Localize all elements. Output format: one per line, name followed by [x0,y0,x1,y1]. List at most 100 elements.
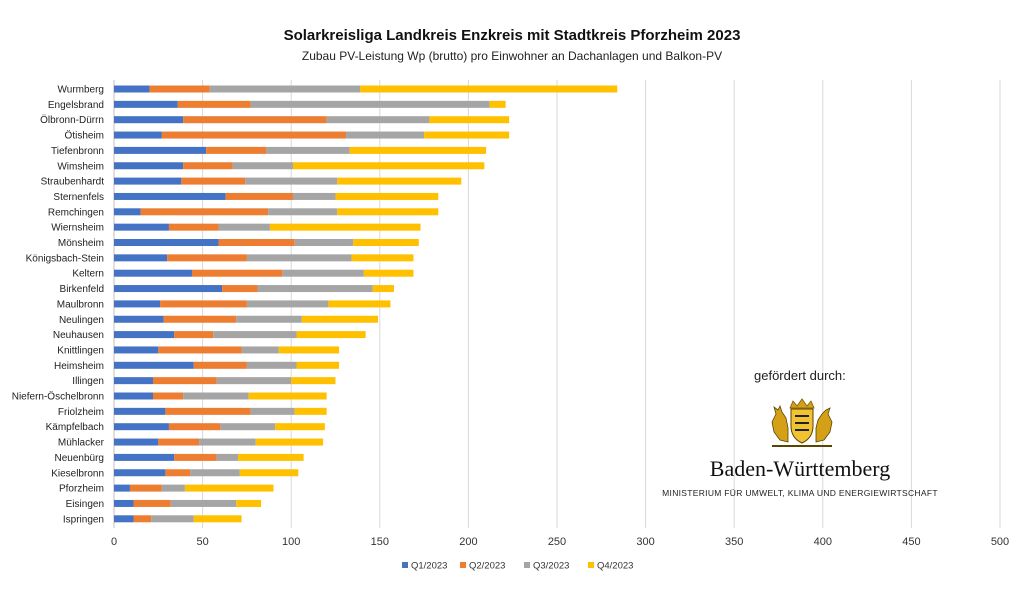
bar-segment [151,515,194,523]
bar-segment [168,423,221,431]
category-label: Birkenfeld [60,284,104,295]
bar-segment [152,377,217,385]
bar-segment [129,484,162,492]
legend-label: Q3/2023 [533,561,569,572]
category-label: Mühlacker [58,438,105,449]
bar-segment [161,131,347,139]
x-tick-label: 100 [282,536,300,548]
bar-segment [269,223,421,231]
bar-segment [248,392,327,400]
bar-segment [114,131,162,139]
x-tick-label: 450 [902,536,920,548]
legend-label: Q2/2023 [469,561,505,572]
legend-label: Q4/2023 [597,561,633,572]
bar-segment [424,131,510,139]
category-label: Ispringen [63,514,104,525]
bar-segment [168,223,219,231]
bar-segment [133,499,171,507]
bar-segment [165,469,191,477]
bar-segment [114,162,184,170]
bar-segment [291,377,336,385]
bar-segment [114,177,182,185]
bar-segment [222,285,258,293]
bar-segment [114,331,175,339]
bar-segment [337,177,462,185]
category-label: Pforzheim [59,484,104,495]
bar-segment [114,85,150,93]
bar-segment [184,484,274,492]
bar-segment [429,116,510,124]
bar-segment [167,254,247,262]
bar-segment [257,285,373,293]
bar-segment [349,146,487,154]
category-label: Remchingen [48,207,104,218]
category-label: Neuhausen [53,330,104,341]
bar-segment [114,269,192,277]
bars [114,85,618,523]
category-label: Wurmberg [58,85,105,96]
bar-segment [246,361,297,369]
category-label: Engelsbrand [48,100,104,111]
x-tick-label: 200 [459,536,477,548]
bar-segment [183,392,249,400]
bar-segment [216,377,292,385]
bar-segment [183,116,327,124]
legend: Q1/2023 Q2/2023 Q3/2023 Q4/2023 [402,561,633,572]
bar-segment [489,100,506,108]
bar-segment [152,392,184,400]
bar-segment [158,346,242,354]
bar-segment [193,361,247,369]
bar-segment [158,438,200,446]
category-label: Königsbach-Stein [26,253,104,264]
bar-segment [177,100,251,108]
bar-segment [181,177,246,185]
x-tick-label: 150 [371,536,389,548]
legend-swatch [460,562,466,568]
bar-segment [114,208,141,216]
bar-segment [363,269,414,277]
bar-segment [163,315,237,323]
x-tick-label: 50 [196,536,208,548]
bar-segment [245,177,338,185]
category-label: Knittlingen [57,345,104,356]
category-label: Niefern-Öschelbronn [12,391,104,403]
bar-segment [114,423,169,431]
bar-segment [268,208,338,216]
coat-of-arms-icon [771,398,833,447]
bar-segment [114,146,207,154]
bar-segment [114,377,153,385]
x-tick-label: 350 [725,536,743,548]
bar-segment [114,300,161,308]
bar-segment [220,423,276,431]
bar-segment [250,407,295,415]
x-tick-label: 500 [991,536,1009,548]
bar-segment [353,239,419,246]
bar-segment [114,239,219,246]
bar-segment [275,423,325,431]
x-axis-ticks: 0 50 100 150 200 250 300 350 400 450 500 [111,536,1009,548]
bar-segment [241,346,279,354]
bar-segment [335,192,439,200]
category-label: Wiernsheim [51,223,104,234]
bar-segment [114,254,168,262]
x-tick-label: 400 [814,536,832,548]
bar-segment [250,100,490,108]
bar-segment [170,499,237,507]
chart-title: Solarkreisliga Landkreis Enzkreis mit St… [283,27,741,44]
bar-segment [255,438,324,446]
category-label: Tiefenbronn [51,146,104,157]
bar-segment [206,146,267,154]
category-label: Mönsheim [58,238,104,249]
bar-segment [160,300,247,308]
x-tick-label: 250 [548,536,566,548]
legend-label: Q1/2023 [411,561,447,572]
bar-segment [140,208,269,216]
bar-segment [238,453,304,461]
legend-swatch [524,562,530,568]
bar-segment [216,453,239,461]
bar-segment [278,346,340,354]
x-tick-label: 0 [111,536,117,548]
bar-segment [114,392,153,400]
sponsor-label: gefördert durch: [754,368,846,383]
bar-segment [282,269,364,277]
